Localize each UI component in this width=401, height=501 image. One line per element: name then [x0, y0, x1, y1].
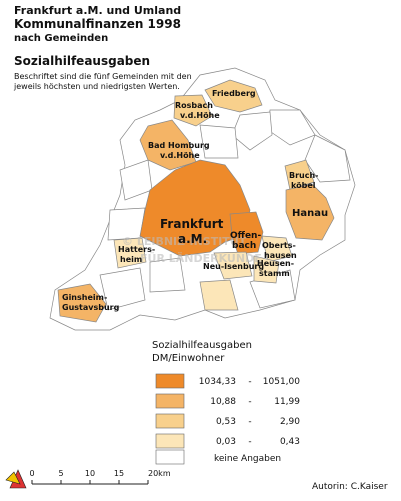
- place-label: Hatters-: [118, 245, 155, 254]
- place-label: Offen-: [230, 231, 261, 241]
- municipality: [113, 237, 147, 269]
- municipality: [57, 283, 107, 323]
- legend-title: Sozialhilfeausgaben: [152, 340, 252, 351]
- municipality: [285, 183, 335, 241]
- municipality: [173, 94, 213, 127]
- legend-to: 1051,00: [263, 377, 300, 387]
- legend-sep: -: [248, 377, 251, 387]
- legend-title: DM/Einwohner: [152, 353, 225, 364]
- place-label: Bad Homburg: [148, 141, 210, 150]
- legend-sep: -: [248, 417, 251, 427]
- footer: Autorin: C.Kaiser: [312, 482, 388, 492]
- place-label: Bruch-: [289, 171, 319, 180]
- logo: [5, 471, 21, 485]
- municipality: [204, 79, 263, 113]
- place-label: Oberts-: [262, 241, 296, 250]
- legend-from: 1034,33: [199, 377, 236, 387]
- note: jeweils höchsten und niedrigsten Werten.: [13, 82, 180, 91]
- municipality: [139, 119, 197, 171]
- municipality: [199, 124, 239, 159]
- legend-to: 0,43: [280, 437, 300, 447]
- place-label: stamm: [259, 269, 290, 278]
- legend-label: keine Angaben: [214, 454, 281, 464]
- municipality: [253, 255, 280, 284]
- scale-label: 5: [58, 469, 63, 478]
- scale-label: 20km: [148, 469, 171, 478]
- title: nach Gemeinden: [14, 33, 108, 44]
- title: Frankfurt a.M. und Umland: [14, 4, 181, 17]
- place-label: hausen: [264, 251, 297, 260]
- legend-swatch: [155, 373, 185, 389]
- legend-swatch: [155, 393, 185, 409]
- place-label: heim: [120, 255, 142, 264]
- legend-sep: -: [248, 437, 251, 447]
- municipality: [304, 134, 351, 183]
- scale-bar: 0 5 10 15 20km: [5, 469, 171, 489]
- watermark: FÜR LÄNDERKUNDE: [140, 251, 262, 265]
- municipality: [199, 279, 239, 311]
- place-label: a.M.: [178, 232, 207, 246]
- legend-from: 0,53: [216, 417, 236, 427]
- scale-label: 15: [114, 469, 124, 478]
- municipality: [261, 235, 293, 263]
- map: [49, 67, 356, 331]
- place-label: Rosbach: [175, 101, 213, 110]
- place-label: köbel: [291, 181, 316, 190]
- legend-sep: -: [248, 397, 251, 407]
- legend-swatch: [155, 433, 185, 449]
- title: Kommunalfinanzen 1998: [14, 17, 181, 31]
- municipality: [99, 267, 146, 311]
- legend-to: 2,90: [280, 417, 300, 427]
- place-label: Heusen-: [257, 259, 294, 268]
- legend-from: 0,03: [216, 437, 236, 447]
- legend: Sozialhilfeausgaben DM/Einwohner 1034,33…: [152, 340, 300, 465]
- place-label: bach: [232, 241, 256, 251]
- place-label: Friedberg: [212, 89, 256, 98]
- municipality: [284, 159, 315, 191]
- scale-label: 0: [29, 469, 34, 478]
- subtitle: Sozialhilfeausgaben: [14, 54, 150, 68]
- watermark: © LEIBNIZ-INSTITUT: [122, 235, 247, 248]
- place-label: Hanau: [292, 208, 328, 219]
- legend-to: 11,99: [274, 397, 300, 407]
- place-label: Gustavsburg: [62, 303, 120, 312]
- map-labels: Friedberg Rosbach v.d.Höhe Bad Homburg v…: [62, 89, 328, 312]
- place-label: v.d.Höhe: [160, 151, 200, 160]
- place-label: Ginsheim-: [62, 293, 107, 302]
- scale-label: 10: [85, 469, 95, 478]
- place-label: Neu-Isenburg: [203, 262, 264, 271]
- legend-swatch: [155, 449, 185, 465]
- note: Beschriftet sind die fünf Gemeinden mit …: [14, 72, 192, 81]
- municipality: [149, 257, 186, 293]
- legend-from: 10,88: [210, 397, 236, 407]
- place-label: v.d.Höhe: [180, 111, 220, 120]
- place-label: Frankfurt: [160, 217, 224, 231]
- municipality: [213, 251, 253, 280]
- legend-swatch: [155, 413, 185, 429]
- municipality: [229, 211, 264, 255]
